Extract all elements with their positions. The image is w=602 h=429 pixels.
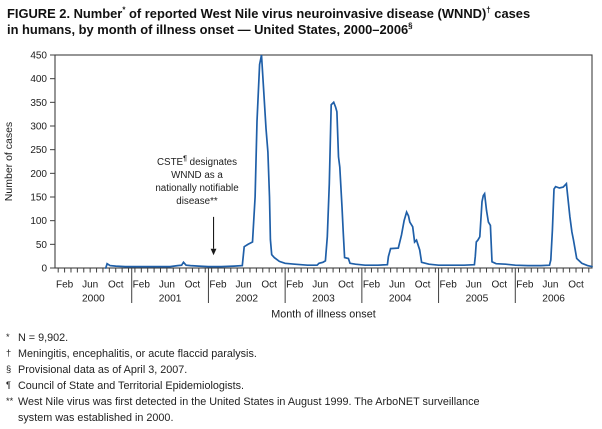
month-label: Jun [82,280,98,291]
month-label: Feb [133,280,151,291]
footnote-text: Meningitis, encephalitis, or acute flacc… [18,347,257,360]
annotation-line-1: CSTE¶ designates [156,155,238,168]
month-label: Jun [466,280,482,291]
footnote-marker: ** [6,395,14,406]
x-axis-title: Month of illness onset [271,309,375,321]
y-tick-label: 400 [30,74,47,85]
annotation-line-3: nationally notifiable [155,183,239,194]
y-axis: 0 50 100 150 200 250 300 350 400 450 [30,51,55,275]
wnnd-cases-line [104,54,593,269]
y-tick-label: 50 [36,240,48,251]
footnote-marker: ¶ [6,379,11,390]
annotation-arrowhead [210,248,217,256]
year-label: 2006 [542,294,565,305]
figure-title-line: FIGURE 2. Number* of reported West Nile … [7,5,531,21]
y-tick-label: 100 [30,216,47,227]
footnote: † Meningitis, encephalitis, or acute flac… [6,347,598,363]
footnote-text: Council of State and Territorial Epidemi… [18,379,245,392]
year-label: 2004 [389,294,412,305]
annotation-cste: CSTE¶ designates WNND as a nationally no… [122,156,272,208]
footnote: § Provisional data as of April 3, 2007. [6,363,598,379]
y-tick-label: 150 [30,193,47,204]
footnote-marker: * [6,332,10,342]
year-label: 2005 [466,294,489,305]
plot-border [54,54,593,269]
month-label: Feb [209,280,227,291]
year-label: 2000 [82,294,105,305]
month-label: Feb [516,280,534,291]
year-label: 2001 [159,294,182,305]
year-label: 2003 [312,294,335,305]
year-label: 2002 [235,294,258,305]
month-label: Jun [389,280,405,291]
month-label: Oct [492,280,508,291]
y-tick-label: 450 [30,51,47,62]
month-label: Jun [312,280,328,291]
footnote-text: West Nile virus was first detected in th… [18,395,480,424]
y-tick-label: 250 [30,145,47,156]
footnote: ** West Nile virus was first detected in … [6,395,598,427]
figure-title: FIGURE 2. Number* of reported West Nile … [7,6,599,38]
month-label: Jun [236,280,252,291]
footnote-text: N = 9,902. [18,332,69,344]
month-label: Feb [363,280,381,291]
footnotes: * N = 9,902. † Meningitis, encephalitis, or… [6,331,598,426]
footnote-text: Provisional data as of April 3, 2007. [18,363,188,376]
figure-title-line: in humans, by month of illness onset — U… [7,21,413,38]
footnote: ¶ Council of State and Territorial Epidem… [6,379,598,395]
month-label: Oct [568,280,584,291]
wnnd-line-chart: 0 50 100 150 200 250 300 350 400 450 Number of cas… [3,51,593,321]
y-tick-label: 300 [30,122,47,133]
footnote-marker: § [6,363,12,374]
month-label: Feb [440,280,458,291]
annotation-arrow [210,216,217,256]
month-label: Oct [338,280,354,291]
month-label: Feb [56,280,74,291]
footnote: * N = 9,902. [6,331,598,347]
month-label: Oct [185,280,201,291]
y-tick-label: 200 [30,169,47,180]
month-label: Jun [159,280,175,291]
month-label: Jun [542,280,558,291]
footnote-marker: † [6,347,12,358]
y-tick-label: 350 [30,98,47,109]
annotation-line-4: disease** [176,196,218,207]
month-label: Oct [415,280,431,291]
month-label: Oct [108,280,124,291]
month-label: Feb [286,280,304,291]
y-axis-title: Number of cases [3,122,15,201]
y-tick-label: 0 [41,264,47,275]
annotation-line-2: WNND as a [171,170,223,181]
month-label: Oct [261,280,277,291]
